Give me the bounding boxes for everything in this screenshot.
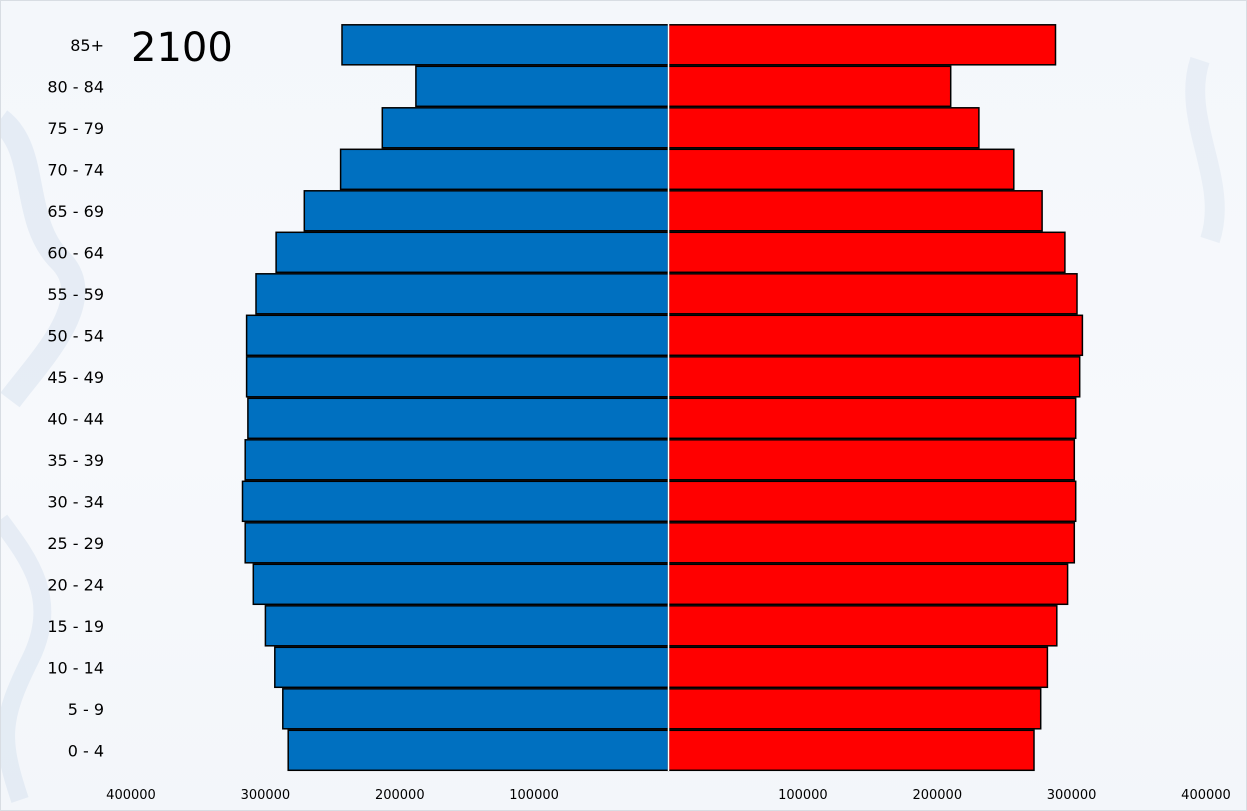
- category-label-3: 70 - 74: [47, 160, 104, 179]
- right-bar-5: [667, 231, 1066, 274]
- category-label-2: 75 - 79: [47, 119, 104, 138]
- right-bar-15: [667, 646, 1049, 689]
- left-bar-9: [247, 397, 670, 440]
- right-bar-2: [667, 107, 980, 149]
- right-bar-16: [667, 688, 1042, 730]
- right-bar-12: [667, 522, 1076, 564]
- category-label-15: 10 - 14: [47, 658, 104, 677]
- x-tick-label-6: 300000: [1047, 788, 1097, 803]
- right-bar-8: [667, 356, 1081, 398]
- left-bar-3: [339, 148, 670, 191]
- left-bar-7: [245, 314, 670, 357]
- category-label-12: 25 - 29: [47, 534, 104, 553]
- category-label-10: 35 - 39: [47, 451, 104, 470]
- category-label-14: 15 - 19: [47, 617, 104, 636]
- category-label-0: 85+: [70, 36, 104, 55]
- right-bar-17: [667, 729, 1035, 772]
- right-bar-7: [667, 314, 1084, 357]
- right-bar-0: [667, 24, 1057, 66]
- right-bar-10: [667, 439, 1076, 481]
- category-label-1: 80 - 84: [47, 77, 104, 96]
- category-label-4: 65 - 69: [47, 202, 104, 221]
- left-bar-11: [241, 480, 670, 523]
- left-bar-13: [252, 563, 670, 606]
- category-label-17: 0 - 4: [68, 741, 104, 760]
- left-bar-14: [264, 605, 670, 647]
- left-bar-6: [255, 273, 670, 315]
- category-label-5: 60 - 64: [47, 243, 104, 262]
- x-tick-label-2: 200000: [375, 788, 425, 803]
- x-tick-label-5: 200000: [912, 788, 962, 803]
- left-bar-5: [275, 231, 670, 274]
- left-bar-2: [381, 107, 670, 149]
- category-label-6: 55 - 59: [47, 285, 104, 304]
- left-bar-10: [244, 439, 670, 481]
- left-bar-1: [415, 65, 670, 108]
- right-bar-13: [667, 563, 1069, 606]
- right-bar-14: [667, 605, 1058, 647]
- category-label-9: 40 - 44: [47, 409, 104, 428]
- left-bar-0: [341, 24, 670, 66]
- right-bar-6: [667, 273, 1078, 315]
- x-tick-label-0: 400000: [106, 788, 156, 803]
- category-label-7: 50 - 54: [47, 326, 104, 345]
- left-bar-16: [282, 688, 670, 730]
- right-bar-9: [667, 397, 1077, 440]
- right-bar-4: [667, 190, 1043, 232]
- left-bar-15: [274, 646, 670, 689]
- right-bar-3: [667, 148, 1015, 191]
- x-tick-label-7: 400000: [1181, 788, 1231, 803]
- left-bar-4: [303, 190, 670, 232]
- category-label-8: 45 - 49: [47, 368, 104, 387]
- left-bar-17: [287, 729, 670, 772]
- category-label-11: 30 - 34: [47, 492, 104, 511]
- right-bar-1: [667, 65, 952, 108]
- category-label-13: 20 - 24: [47, 575, 104, 594]
- x-tick-label-3: 100000: [509, 788, 559, 803]
- x-tick-label-4: 100000: [778, 788, 828, 803]
- left-bar-8: [245, 356, 670, 398]
- x-tick-label-1: 300000: [241, 788, 291, 803]
- right-bar-11: [667, 480, 1077, 523]
- left-bar-12: [244, 522, 670, 564]
- category-label-16: 5 - 9: [68, 700, 104, 719]
- chart-title: 2100: [131, 25, 233, 71]
